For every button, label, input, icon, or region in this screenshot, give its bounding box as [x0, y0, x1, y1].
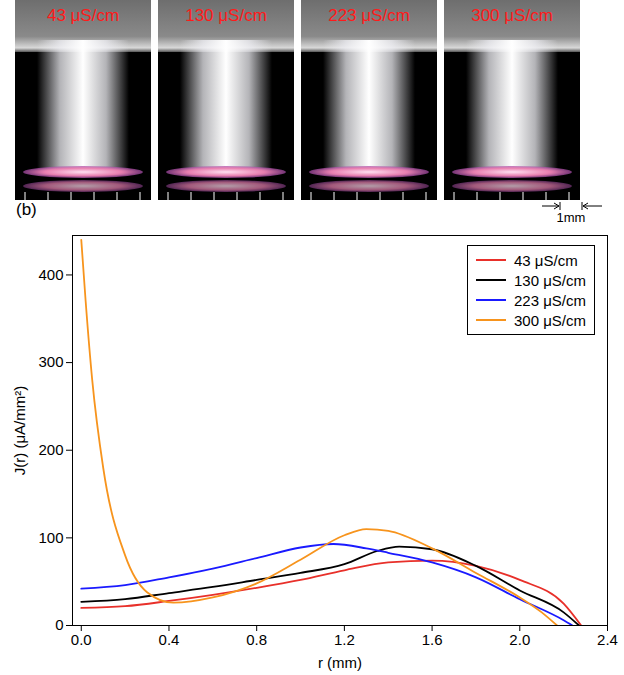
svg-text:0.0: 0.0	[71, 631, 92, 648]
html-text:300 μS/cm: 300 μS/cm	[471, 6, 553, 25]
svg-text:100: 100	[38, 529, 63, 546]
svg-text:1mm: 1mm	[557, 210, 586, 224]
html-text:223 μS/cm: 223 μS/cm	[328, 6, 410, 25]
svg-text:400: 400	[38, 266, 63, 283]
svg-text:200: 200	[38, 441, 63, 458]
html-text:(b): (b)	[16, 200, 37, 219]
svg-text:0.8: 0.8	[246, 631, 267, 648]
svg-text:1.2: 1.2	[334, 631, 355, 648]
svg-text:0.4: 0.4	[159, 631, 180, 648]
html-text:43 μS/cm: 43 μS/cm	[514, 251, 578, 269]
svg-text:1.6: 1.6	[422, 631, 443, 648]
html-text:130 μS/cm: 130 μS/cm	[185, 6, 267, 25]
html-text:130 μS/cm: 130 μS/cm	[514, 271, 586, 289]
svg-text:2.0: 2.0	[509, 631, 530, 648]
svg-text:J(r) (μA/mm²): J(r) (μA/mm²)	[11, 386, 28, 475]
svg-text:300: 300	[38, 353, 63, 370]
svg-text:0: 0	[55, 616, 63, 633]
svg-text:r (mm): r (mm)	[318, 654, 362, 671]
html-text:223 μS/cm: 223 μS/cm	[514, 291, 586, 309]
html-text:300 μS/cm: 300 μS/cm	[514, 311, 586, 329]
svg-text:2.4: 2.4	[597, 631, 618, 648]
html-text:43 μS/cm: 43 μS/cm	[46, 6, 120, 25]
